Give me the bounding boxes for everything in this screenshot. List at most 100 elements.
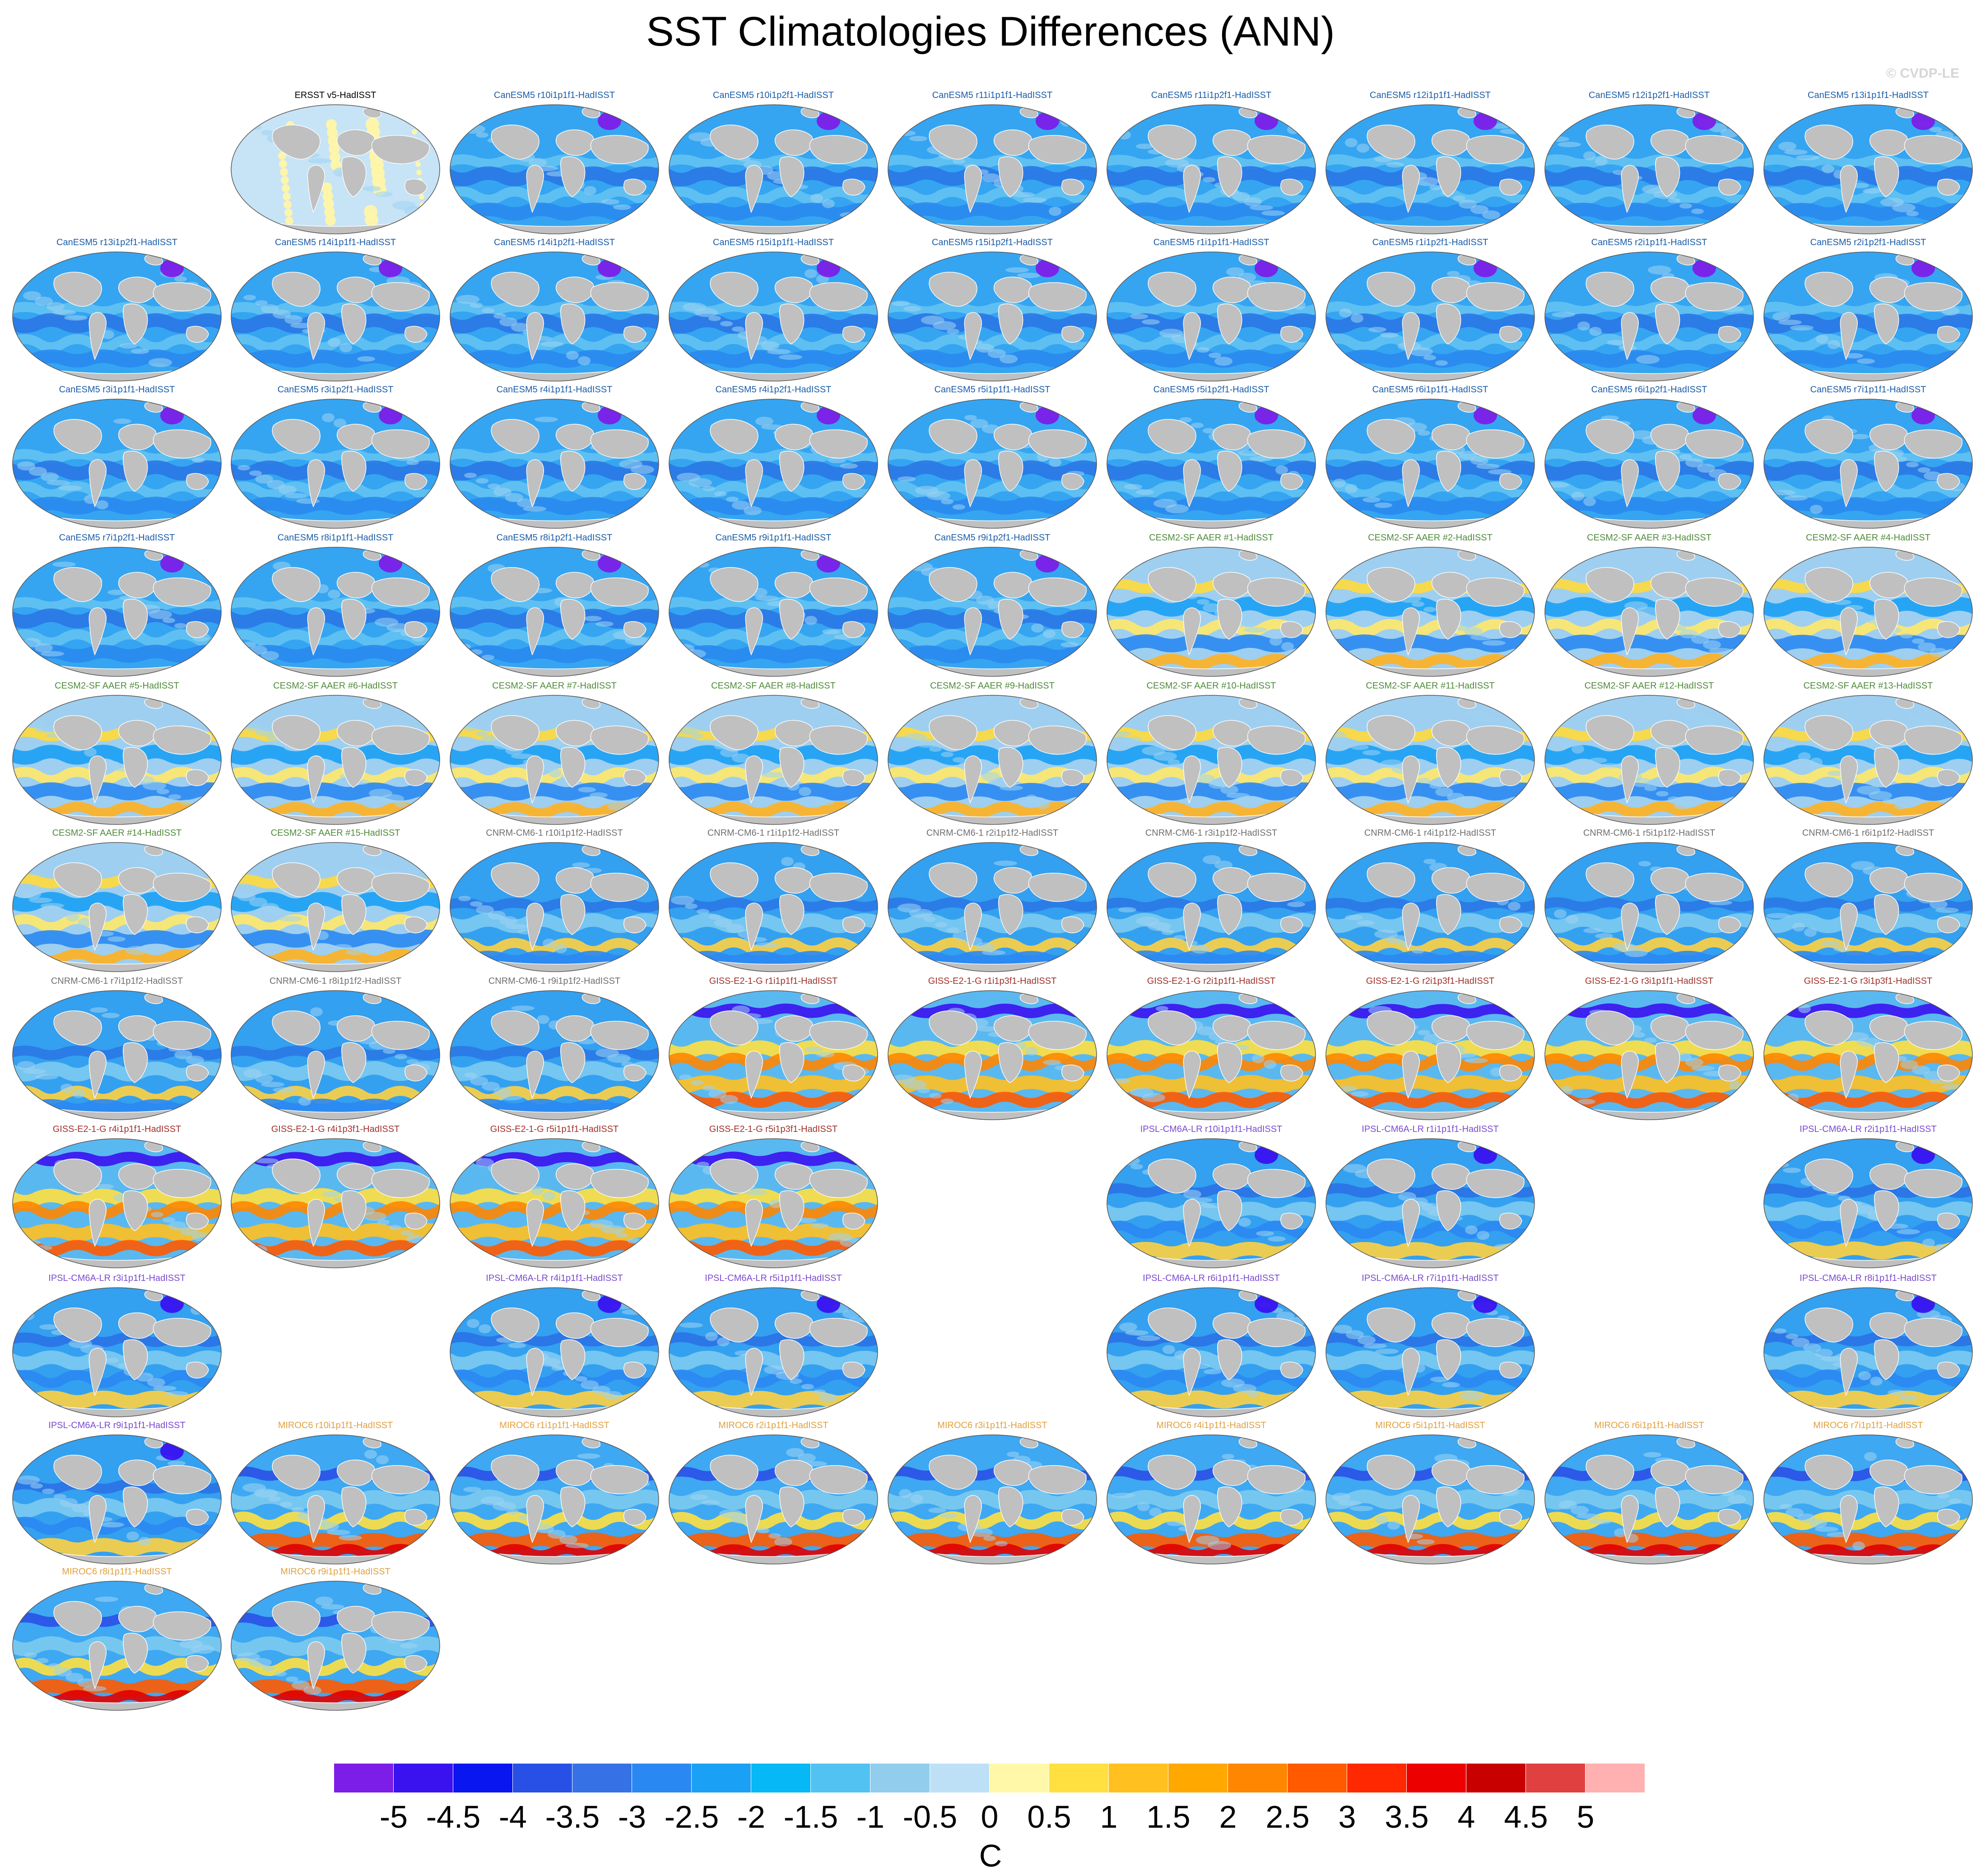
map-panel: CESM2-SF AAER #10-HadISST (1102, 681, 1321, 825)
panel-title: CESM2-SF AAER #2-HadISST (1368, 533, 1493, 543)
map-panel: GISS-E2-1-G r2i1p1f1-HadISST (1102, 976, 1321, 1121)
map-panel: CESM2-SF AAER #6-HadISST (226, 681, 445, 825)
map-panel: CESM2-SF AAER #3-HadISST (1539, 533, 1759, 677)
panel-title: CanESM5 r14i1p2f1-HadISST (494, 237, 615, 247)
colorbar-swatch (870, 1764, 930, 1792)
map-panel: GISS-E2-1-G r5i1p3f1-HadISST (664, 1124, 883, 1269)
world-map (12, 1581, 222, 1711)
map-panel: CanESM5 r9i1p2f1-HadISST (883, 533, 1102, 677)
panel-title: MIROC6 r8i1p1f1-HadISST (62, 1567, 172, 1577)
map-panel: MIROC6 r8i1p1f1-HadISST (7, 1567, 227, 1711)
panel-title: GISS-E2-1-G r1i1p3f1-HadISST (928, 976, 1057, 986)
colorbar-swatch (930, 1764, 990, 1792)
colorbar-swatch (1586, 1764, 1645, 1792)
panel-title: CESM2-SF AAER #11-HadISST (1366, 681, 1495, 691)
panel-title: IPSL-CM6A-LR r2i1p1f1-HadISST (1800, 1124, 1937, 1134)
panel-title: MIROC6 r4i1p1f1-HadISST (1156, 1420, 1266, 1430)
world-map (1107, 1138, 1316, 1268)
map-panel: CNRM-CM6-1 r8i1p1f2-HadISST (226, 976, 445, 1121)
world-map (1763, 399, 1973, 529)
world-map (12, 547, 222, 677)
map-panel: IPSL-CM6A-LR r10i1p1f1-HadISST (1102, 1124, 1321, 1269)
map-panel: MIROC6 r5i1p1f1-HadISST (1321, 1420, 1540, 1565)
map-panel: GISS-E2-1-G r4i1p1f1-HadISST (7, 1124, 227, 1269)
colorbar-swatch (513, 1764, 572, 1792)
map-panel: CESM2-SF AAER #15-HadISST (226, 828, 445, 973)
world-map (12, 842, 222, 972)
map-panel: IPSL-CM6A-LR r4i1p1f1-HadISST (445, 1273, 664, 1418)
map-panel: CESM2-SF AAER #2-HadISST (1321, 533, 1540, 677)
map-panel: CESM2-SF AAER #11-HadISST (1321, 681, 1540, 825)
map-panel: CanESM5 r7i1p2f1-HadISST (7, 533, 227, 677)
panel-title: IPSL-CM6A-LR r4i1p1f1-HadISST (486, 1273, 623, 1283)
map-panel: CNRM-CM6-1 r7i1p1f2-HadISST (7, 976, 227, 1121)
panel-title: IPSL-CM6A-LR r9i1p1f1-HadISST (48, 1420, 186, 1430)
panel-title: CanESM5 r5i1p2f1-HadISST (1153, 385, 1270, 395)
map-panel: CESM2-SF AAER #7-HadISST (445, 681, 664, 825)
map-panel: IPSL-CM6A-LR r7i1p1f1-HadISST (1321, 1273, 1540, 1418)
world-map (888, 842, 1097, 972)
map-panel: CESM2-SF AAER #5-HadISST (7, 681, 227, 825)
panel-title: CanESM5 r8i1p1f1-HadISST (277, 533, 394, 543)
map-panel: CanESM5 r8i1p2f1-HadISST (445, 533, 664, 677)
map-panel: CNRM-CM6-1 r6i1p1f2-HadISST (1758, 828, 1978, 973)
map-panel: CanESM5 r3i1p1f1-HadISST (7, 385, 227, 529)
panel-title: CNRM-CM6-1 r7i1p1f2-HadISST (51, 976, 183, 986)
panel-title: CanESM5 r12i1p1f1-HadISST (1370, 90, 1491, 100)
panel-title: CanESM5 r4i1p1f1-HadISST (496, 385, 613, 395)
map-panel: MIROC6 r4i1p1f1-HadISST (1102, 1420, 1321, 1565)
world-map (1107, 990, 1316, 1120)
panel-title: MIROC6 r3i1p1f1-HadISST (937, 1420, 1047, 1430)
map-panel: CNRM-CM6-1 r5i1p1f2-HadISST (1539, 828, 1759, 973)
map-panel: CanESM5 r5i1p1f1-HadISST (883, 385, 1102, 529)
panel-title: CanESM5 r3i1p1f1-HadISST (59, 385, 175, 395)
map-panel: IPSL-CM6A-LR r9i1p1f1-HadISST (7, 1420, 227, 1565)
panel-title: CNRM-CM6-1 r1i1p1f2-HadISST (707, 828, 840, 838)
map-panel: IPSL-CM6A-LR r1i1p1f1-HadISST (1321, 1124, 1540, 1269)
map-panel: CESM2-SF AAER #9-HadISST (883, 681, 1102, 825)
map-panel: IPSL-CM6A-LR r3i1p1f1-HadISST (7, 1273, 227, 1418)
panel-title: CNRM-CM6-1 r4i1p1f2-HadISST (1364, 828, 1497, 838)
colorbar-tick-label: 4 (1457, 1799, 1475, 1834)
world-map (669, 695, 878, 825)
map-panel: GISS-E2-1-G r3i1p3f1-HadISST (1758, 976, 1978, 1121)
world-map (231, 547, 440, 677)
world-map (1107, 842, 1316, 972)
world-map (1107, 547, 1316, 677)
world-map (231, 842, 440, 972)
colorbar-tick-label: -0.5 (902, 1799, 958, 1834)
panel-title: CESM2-SF AAER #3-HadISST (1587, 533, 1711, 543)
world-map (669, 1138, 878, 1268)
map-panel: CanESM5 r2i1p2f1-HadISST (1758, 237, 1978, 382)
colorbar-tick-label: -3 (618, 1799, 646, 1834)
world-map (1544, 1434, 1754, 1564)
map-panel: CNRM-CM6-1 r1i1p1f2-HadISST (664, 828, 883, 973)
map-panel: CanESM5 r10i1p2f1-HadISST (664, 90, 883, 235)
colorbar-swatch (1049, 1764, 1109, 1792)
map-panel: MIROC6 r6i1p1f1-HadISST (1539, 1420, 1759, 1565)
panel-title: CESM2-SF AAER #14-HadISST (52, 828, 182, 838)
panel-title: CESM2-SF AAER #5-HadISST (55, 681, 179, 691)
panel-title: GISS-E2-1-G r3i1p3f1-HadISST (1804, 976, 1933, 986)
map-panel: CanESM5 r4i1p1f1-HadISST (445, 385, 664, 529)
map-panel: CESM2-SF AAER #13-HadISST (1758, 681, 1978, 825)
panel-title: MIROC6 r9i1p1f1-HadISST (280, 1567, 391, 1577)
colorbar-tick-label: 2 (1219, 1799, 1237, 1834)
world-map (669, 1434, 878, 1564)
map-panel: IPSL-CM6A-LR r5i1p1f1-HadISST (664, 1273, 883, 1418)
world-map (1325, 547, 1535, 677)
world-map (231, 399, 440, 529)
map-panel: CNRM-CM6-1 r9i1p1f2-HadISST (445, 976, 664, 1121)
world-map (231, 695, 440, 825)
map-panel: CanESM5 r13i1p1f1-HadISST (1758, 90, 1978, 235)
world-map (1325, 251, 1535, 382)
colorbar-tick-label: 4.5 (1504, 1799, 1548, 1834)
panel-title: GISS-E2-1-G r3i1p1f1-HadISST (1585, 976, 1714, 986)
panel-title: CanESM5 r9i1p1f1-HadISST (715, 533, 832, 543)
panel-title: CanESM5 r2i1p2f1-HadISST (1810, 237, 1926, 247)
world-map (231, 990, 440, 1120)
world-map (669, 399, 878, 529)
map-panel: CESM2-SF AAER #8-HadISST (664, 681, 883, 825)
world-map (450, 1287, 659, 1417)
colorbar-tick-label: -1.5 (783, 1799, 838, 1834)
